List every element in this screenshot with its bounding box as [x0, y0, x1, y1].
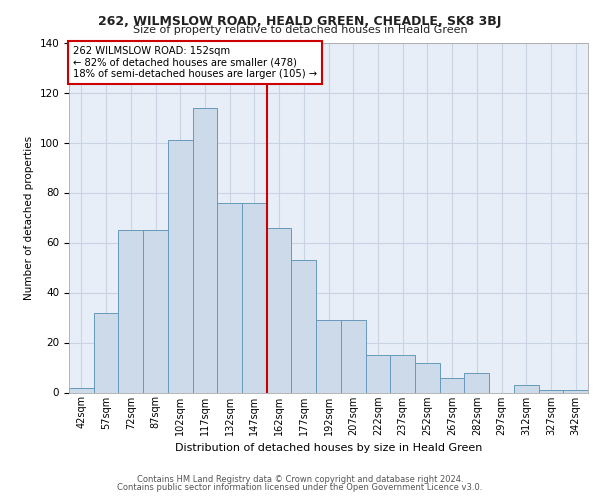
Bar: [242, 202, 267, 392]
Bar: [341, 320, 365, 392]
Text: 262 WILMSLOW ROAD: 152sqm
← 82% of detached houses are smaller (478)
18% of semi: 262 WILMSLOW ROAD: 152sqm ← 82% of detac…: [73, 46, 317, 80]
Bar: [69, 388, 94, 392]
Bar: [365, 355, 390, 393]
Y-axis label: Number of detached properties: Number of detached properties: [24, 136, 34, 300]
Text: Size of property relative to detached houses in Heald Green: Size of property relative to detached ho…: [133, 25, 467, 35]
Bar: [267, 228, 292, 392]
X-axis label: Distribution of detached houses by size in Heald Green: Distribution of detached houses by size …: [175, 443, 482, 453]
Bar: [390, 355, 415, 393]
Bar: [143, 230, 168, 392]
Bar: [316, 320, 341, 392]
Bar: [563, 390, 588, 392]
Text: 262, WILMSLOW ROAD, HEALD GREEN, CHEADLE, SK8 3BJ: 262, WILMSLOW ROAD, HEALD GREEN, CHEADLE…: [98, 15, 502, 28]
Bar: [193, 108, 217, 393]
Bar: [440, 378, 464, 392]
Text: Contains public sector information licensed under the Open Government Licence v3: Contains public sector information licen…: [118, 484, 482, 492]
Bar: [217, 202, 242, 392]
Bar: [94, 312, 118, 392]
Bar: [292, 260, 316, 392]
Bar: [168, 140, 193, 392]
Bar: [464, 372, 489, 392]
Bar: [514, 385, 539, 392]
Bar: [539, 390, 563, 392]
Bar: [118, 230, 143, 392]
Bar: [415, 362, 440, 392]
Text: Contains HM Land Registry data © Crown copyright and database right 2024.: Contains HM Land Registry data © Crown c…: [137, 475, 463, 484]
